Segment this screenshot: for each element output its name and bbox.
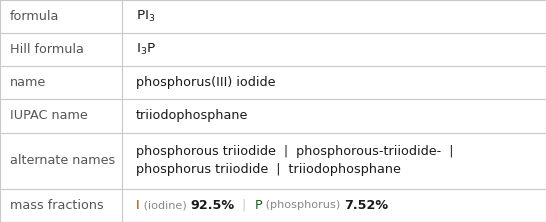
Text: IUPAC name: IUPAC name — [10, 109, 88, 123]
Text: phosphorus(III) iodide: phosphorus(III) iodide — [136, 76, 276, 89]
Text: formula: formula — [10, 10, 60, 23]
Text: P: P — [254, 199, 262, 212]
Text: mass fractions: mass fractions — [10, 199, 104, 212]
Text: name: name — [10, 76, 46, 89]
Text: (phosphorus): (phosphorus) — [262, 200, 344, 210]
Text: $\mathregular{I_3P}$: $\mathregular{I_3P}$ — [136, 42, 156, 57]
Text: I: I — [136, 199, 140, 212]
Text: alternate names: alternate names — [10, 154, 115, 167]
Text: phosphorous triiodide  |  phosphorous-triiodide-  |
phosphorus triiodide  |  tri: phosphorous triiodide | phosphorous-trii… — [136, 145, 454, 176]
Text: triiodophosphane: triiodophosphane — [136, 109, 248, 123]
Text: 92.5%: 92.5% — [190, 199, 234, 212]
Text: $\mathregular{PI_3}$: $\mathregular{PI_3}$ — [136, 9, 156, 24]
Text: (iodine): (iodine) — [140, 200, 190, 210]
Text: |: | — [234, 199, 254, 212]
Text: 7.52%: 7.52% — [344, 199, 388, 212]
Text: Hill formula: Hill formula — [10, 43, 84, 56]
